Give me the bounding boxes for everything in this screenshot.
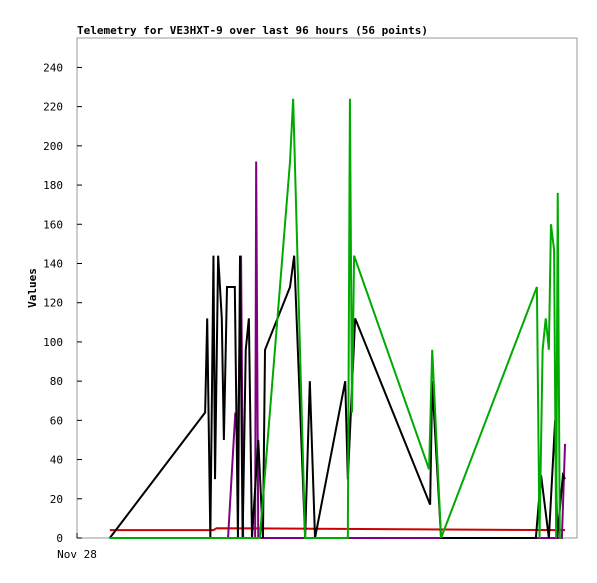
y-tick-label: 160 <box>43 218 63 231</box>
series-line <box>109 255 566 539</box>
y-tick-label: 20 <box>50 493 63 506</box>
series-line <box>109 161 567 539</box>
plot-frame <box>76 37 578 539</box>
series-line <box>109 98 562 539</box>
series-line <box>109 527 566 532</box>
y-tick-label: 120 <box>43 297 63 310</box>
chart-title: Telemetry for VE3HXT-9 over last 96 hour… <box>77 24 428 37</box>
y-axis-label: Values <box>26 268 39 308</box>
y-tick-label: 60 <box>50 414 63 427</box>
y-tick-label: 220 <box>43 101 63 114</box>
y-tick-label: 240 <box>43 61 63 74</box>
y-tick-label: 0 <box>56 532 63 545</box>
y-tick-label: 180 <box>43 179 63 192</box>
y-tick-label: 200 <box>43 140 63 153</box>
y-tick-label: 40 <box>50 454 63 467</box>
y-tick-label: 140 <box>43 257 63 270</box>
x-tick-label: Nov 28 <box>57 548 97 561</box>
y-tick-label: 80 <box>50 375 63 388</box>
y-tick-label: 100 <box>43 336 63 349</box>
